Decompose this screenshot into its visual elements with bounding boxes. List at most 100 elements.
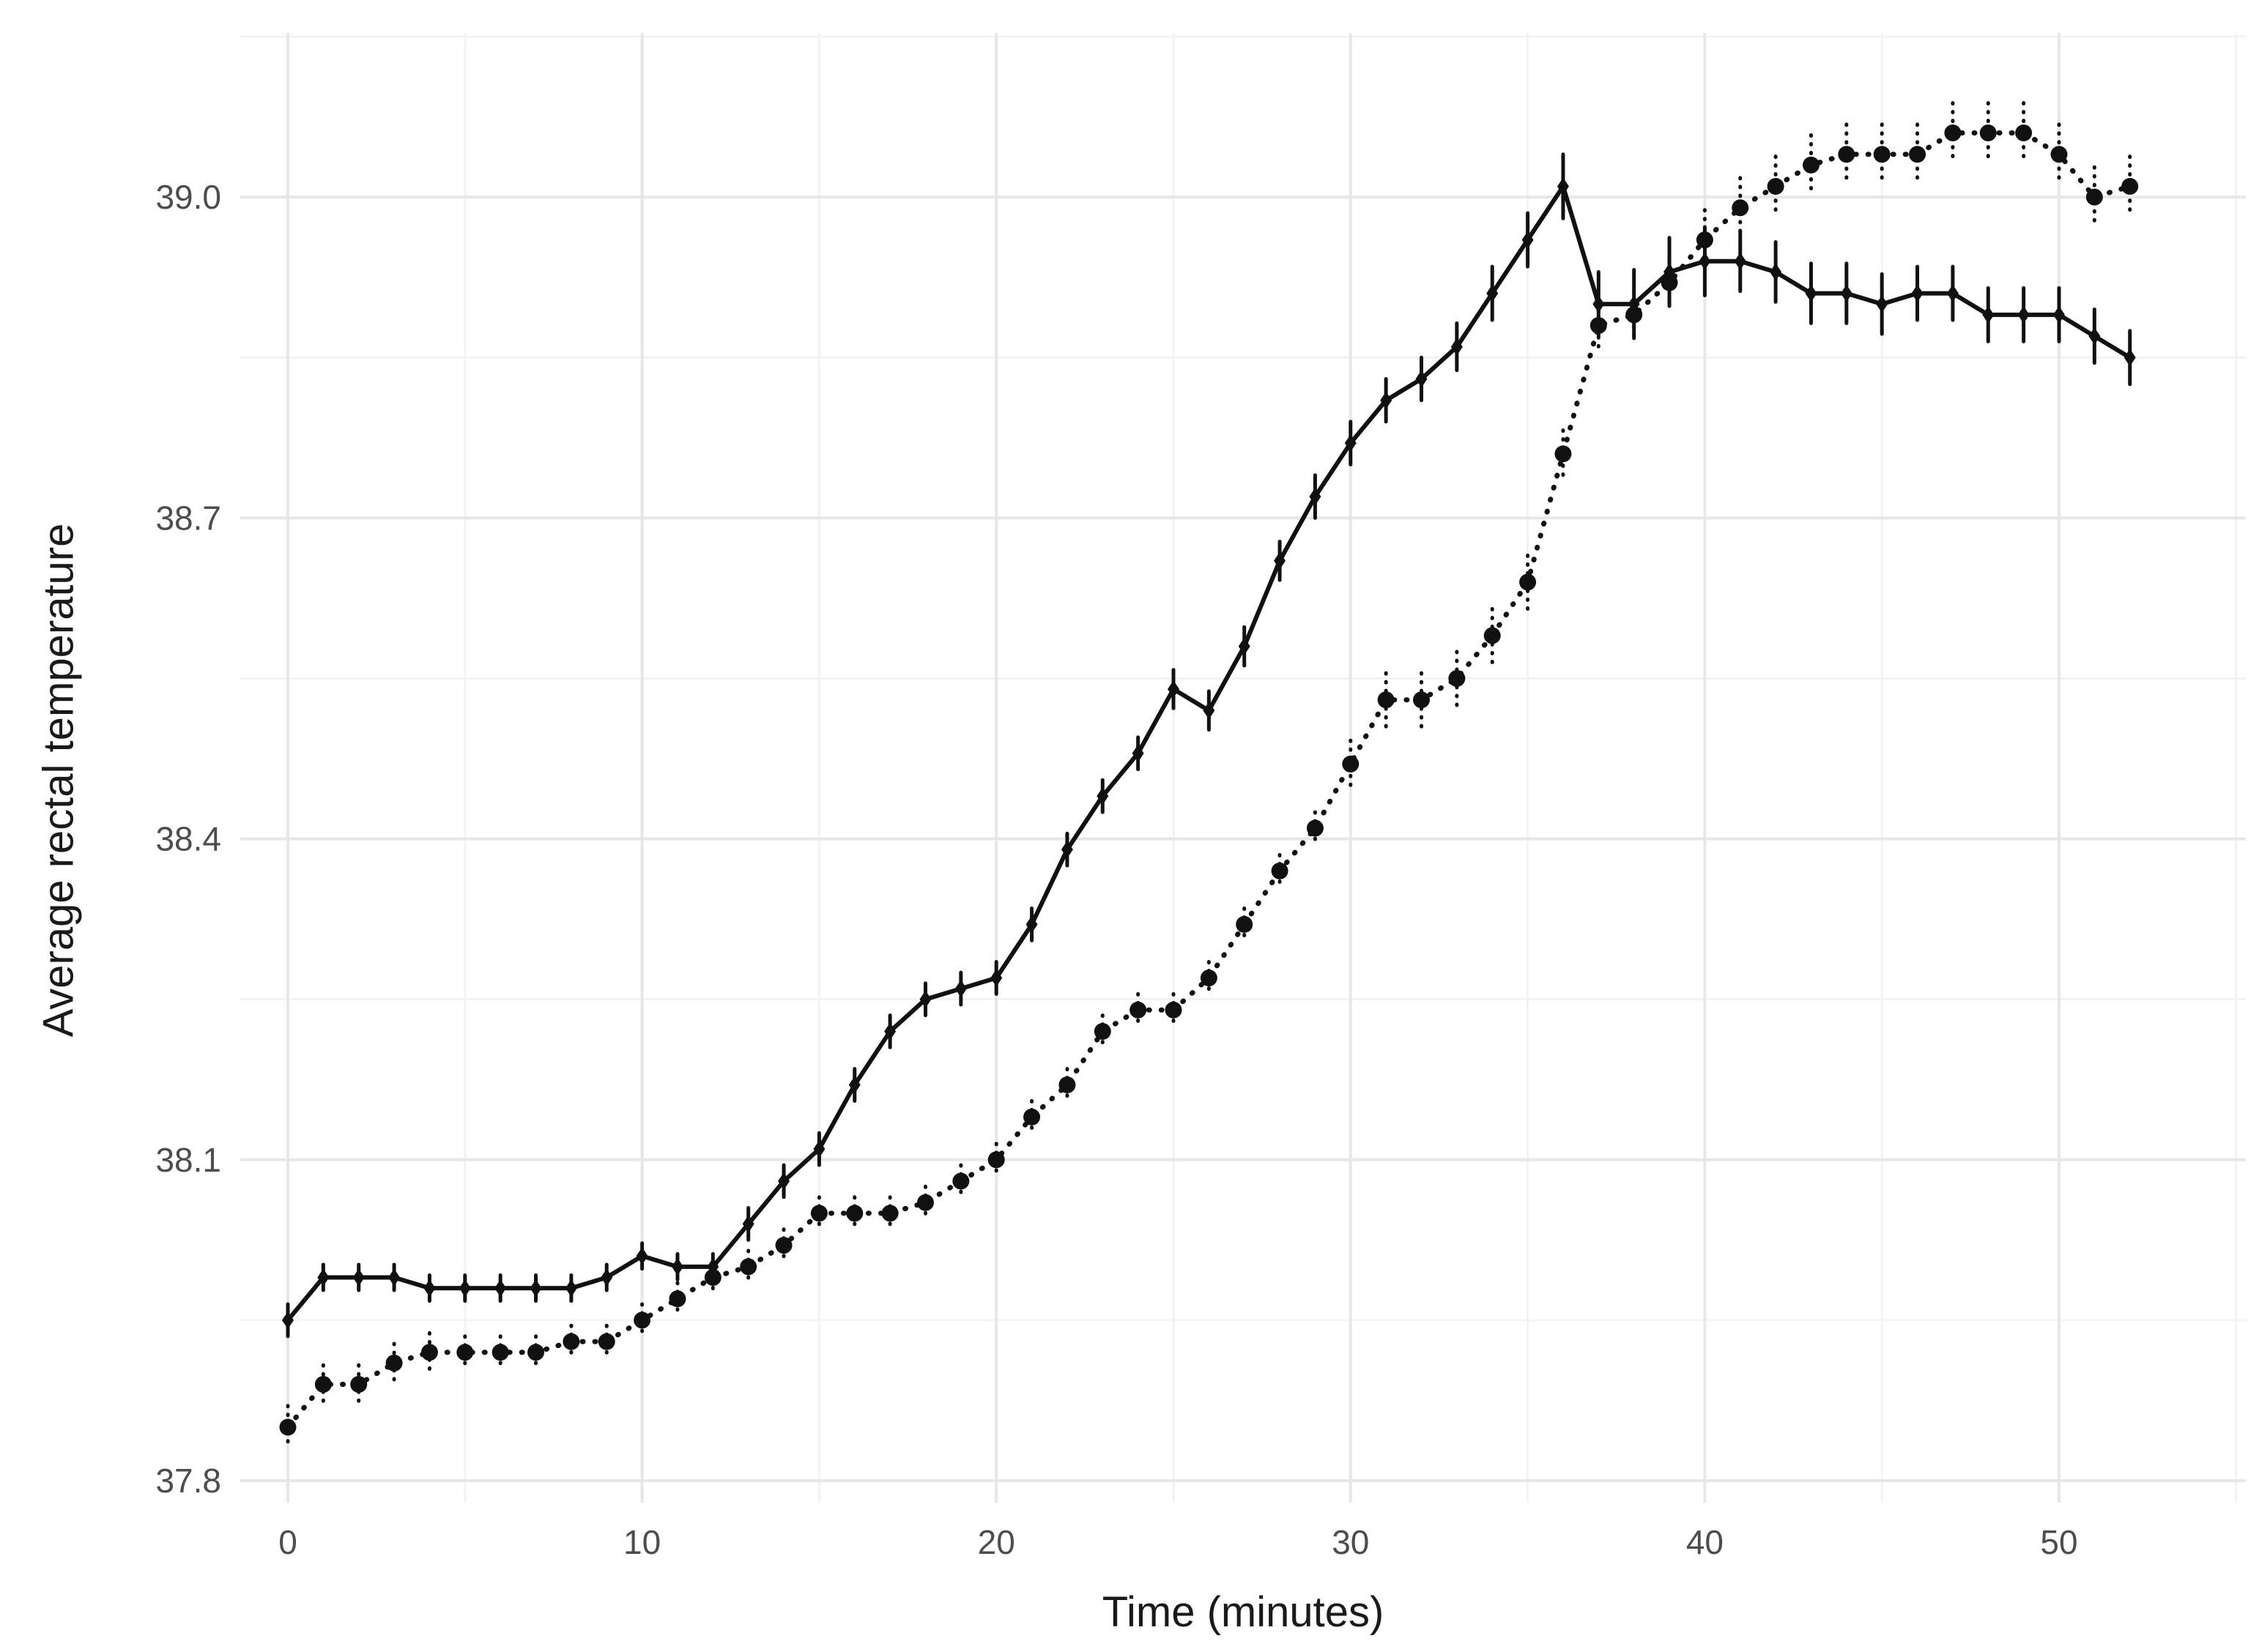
dotted-line-series-marker [1909, 146, 1926, 163]
dotted-line-series-marker [1236, 915, 1253, 933]
solid-line-series-marker [1450, 338, 1463, 356]
solid-line-series-marker [423, 1279, 436, 1298]
solid-line-series-marker [1025, 915, 1038, 934]
x-tick-label: 40 [1686, 1523, 1724, 1561]
solid-line-series-marker [1592, 295, 1605, 313]
x-tick-label: 50 [2040, 1523, 2077, 1561]
dotted-line-series-marker [492, 1344, 509, 1361]
solid-line-series-marker [1876, 295, 1888, 313]
dotted-line-series-marker [1342, 755, 1360, 773]
solid-line-series-marker [1415, 370, 1428, 388]
solid-line-series-marker [1840, 284, 1852, 302]
solid-line-series-marker [459, 1279, 471, 1298]
solid-line-series-marker [1663, 263, 1676, 281]
dotted-line-series-marker [1554, 445, 1572, 463]
dotted-line-series-marker [1483, 627, 1501, 644]
dotted-line-series-marker [810, 1205, 828, 1222]
solid-line-series-marker [778, 1172, 790, 1191]
x-tick-label: 10 [623, 1523, 661, 1561]
dotted-line-series-marker [1519, 573, 1537, 591]
dotted-line-series-marker [1058, 1076, 1076, 1094]
dotted-line-series-marker [1377, 691, 1395, 709]
solid-line-series-marker [1911, 284, 1924, 302]
dotted-line-series-marker [1767, 178, 1784, 196]
solid-line-series-marker [1521, 231, 1534, 249]
dotted-line-series-marker [1306, 819, 1324, 837]
solid-line-series-marker [1380, 391, 1392, 409]
solid-line-series-marker [601, 1268, 613, 1287]
solid-line-series-marker [813, 1140, 826, 1158]
solid-line-series-marker [1699, 252, 1711, 270]
solid-line-series-marker [990, 969, 1003, 987]
dotted-line-series-marker [1023, 1108, 1041, 1125]
solid-line-series-marker [1805, 284, 1817, 302]
solid-line-series-marker [1344, 434, 1357, 453]
solid-line-series-marker [352, 1268, 365, 1287]
y-tick-label: 39.0 [155, 178, 221, 216]
solid-line-series-marker [1061, 841, 1073, 859]
solid-line-series-marker [1203, 702, 1215, 720]
dotted-line-series-marker [1873, 146, 1891, 163]
solid-line-series-marker [494, 1279, 507, 1298]
dotted-line-series-marker [527, 1344, 545, 1361]
dotted-line-series-marker [1094, 1023, 1111, 1041]
dotted-line-series-marker [563, 1333, 580, 1350]
y-tick-label: 38.1 [155, 1141, 221, 1179]
y-tick-label: 38.4 [155, 820, 221, 858]
solid-line-series-marker [1132, 744, 1144, 762]
dotted-line-series-marker [456, 1344, 474, 1361]
dotted-line-series-marker [1413, 691, 1431, 709]
solid-line-series-marker [1274, 551, 1286, 570]
solid-line-series-marker [1238, 637, 1250, 655]
solid-line-series-marker [1557, 177, 1569, 196]
dotted-line-series-line [285, 130, 2133, 1430]
solid-line-series-marker [884, 1022, 897, 1041]
x-tick-label: 30 [1332, 1523, 1369, 1561]
y-axis-title: Average rectal temperature [34, 523, 83, 1038]
dotted-line-series-marker [1130, 1001, 1147, 1019]
solid-line-series-marker [2123, 349, 2136, 367]
solid-line-series-marker [1486, 284, 1499, 302]
solid-line-series-marker [1982, 305, 1995, 324]
dotted-line-series-marker [1802, 156, 1820, 174]
dotted-line-series-marker [846, 1205, 864, 1222]
solid-line-series-marker [707, 1257, 719, 1276]
dotted-line-series-marker [634, 1311, 651, 1329]
dotted-line-series-marker [1732, 199, 1749, 217]
solid-line-series-marker [388, 1268, 401, 1287]
dotted-line-series-marker [279, 1418, 297, 1436]
solid-line-series-marker [1628, 295, 1640, 313]
solid-line-series-marker [742, 1215, 754, 1233]
solid-line-series-marker [848, 1076, 861, 1094]
solid-line-series-marker [1770, 263, 1782, 281]
dotted-line-series-marker [1944, 124, 1962, 142]
dotted-line-series-marker [420, 1344, 438, 1361]
solid-line-series-marker [2088, 327, 2101, 346]
dotted-line-series-marker [2050, 146, 2068, 163]
x-tick-label: 0 [278, 1523, 297, 1561]
solid-line-series-marker [1946, 284, 1959, 302]
dotted-line-series-marker [775, 1237, 793, 1254]
solid-line-series-marker [282, 1311, 294, 1329]
x-axis-title: Time (minutes) [1102, 1588, 1384, 1636]
dotted-line-series-marker [881, 1205, 899, 1222]
dotted-line-series-marker [1979, 124, 1997, 142]
solid-line-series-marker [1097, 787, 1109, 805]
dotted-line-series-marker [1448, 669, 1466, 687]
dotted-line-series-marker [314, 1376, 332, 1394]
dotted-line-series-marker [2085, 188, 2103, 206]
dotted-line-series-marker [350, 1376, 368, 1394]
dotted-line-series-marker [740, 1258, 757, 1276]
dotted-line-series-marker [2121, 178, 2139, 196]
dotted-line-series-marker [1271, 862, 1288, 879]
dotted-line-series-marker [669, 1290, 686, 1308]
y-tick-label: 37.8 [155, 1462, 221, 1500]
x-tick-label: 20 [978, 1523, 1015, 1561]
solid-line-series-marker [1168, 680, 1179, 699]
solid-line-series-marker [919, 990, 932, 1008]
solid-line-series-marker [2017, 305, 2030, 324]
dotted-line-series-marker [916, 1194, 934, 1211]
dotted-line-series-marker [1838, 146, 1855, 163]
solid-line-series-marker [636, 1247, 648, 1265]
